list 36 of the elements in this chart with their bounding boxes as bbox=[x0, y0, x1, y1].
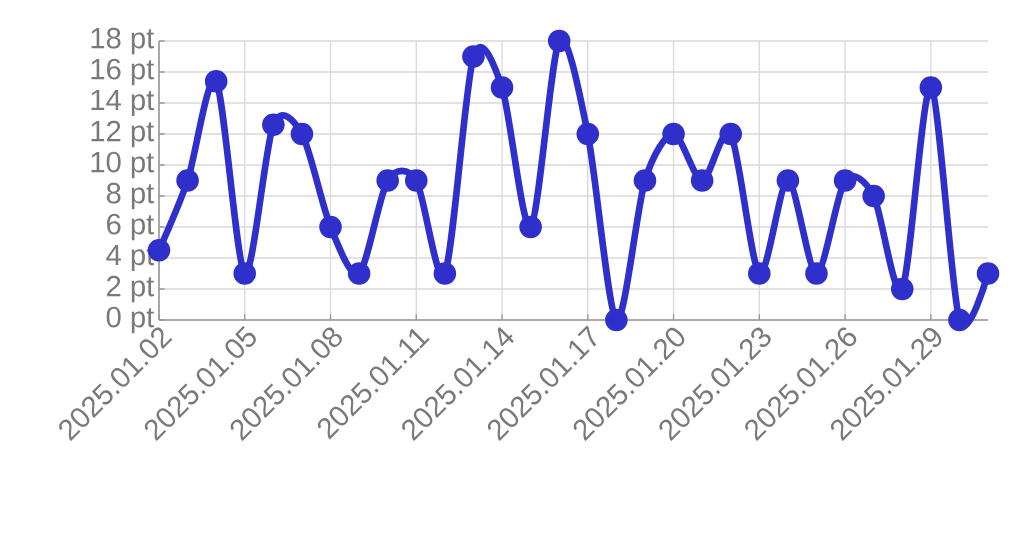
point bbox=[833, 169, 857, 192]
point bbox=[376, 169, 399, 192]
point bbox=[719, 122, 743, 146]
point bbox=[576, 122, 600, 146]
point bbox=[462, 45, 485, 68]
point bbox=[319, 215, 342, 239]
point bbox=[748, 262, 771, 285]
point bbox=[662, 122, 685, 146]
point bbox=[347, 262, 371, 285]
point bbox=[490, 76, 514, 99]
point bbox=[776, 169, 800, 192]
point bbox=[919, 76, 943, 99]
point bbox=[404, 169, 428, 192]
y-tick-label: 14 pt bbox=[91, 89, 155, 117]
point bbox=[862, 184, 885, 208]
point bbox=[547, 29, 571, 53]
point bbox=[262, 113, 285, 136]
point bbox=[976, 262, 1000, 285]
y-tick-label: 18 pt bbox=[91, 27, 155, 55]
point bbox=[805, 262, 828, 285]
point bbox=[290, 122, 314, 146]
y-tick-label: 2 pt bbox=[107, 275, 155, 303]
y-tick-label: 6 pt bbox=[107, 213, 155, 241]
y-tick-label: 10 pt bbox=[91, 151, 155, 179]
point bbox=[433, 262, 457, 285]
point bbox=[233, 262, 257, 285]
point bbox=[690, 169, 714, 192]
point bbox=[176, 169, 199, 192]
point bbox=[890, 277, 914, 301]
y-tick-label: 16 pt bbox=[91, 58, 155, 86]
point bbox=[204, 70, 228, 93]
point bbox=[633, 169, 657, 192]
y-tick-label: 8 pt bbox=[106, 182, 155, 210]
point bbox=[519, 215, 542, 239]
point bbox=[948, 308, 971, 332]
y-tick-label: 12 pt bbox=[91, 120, 155, 148]
